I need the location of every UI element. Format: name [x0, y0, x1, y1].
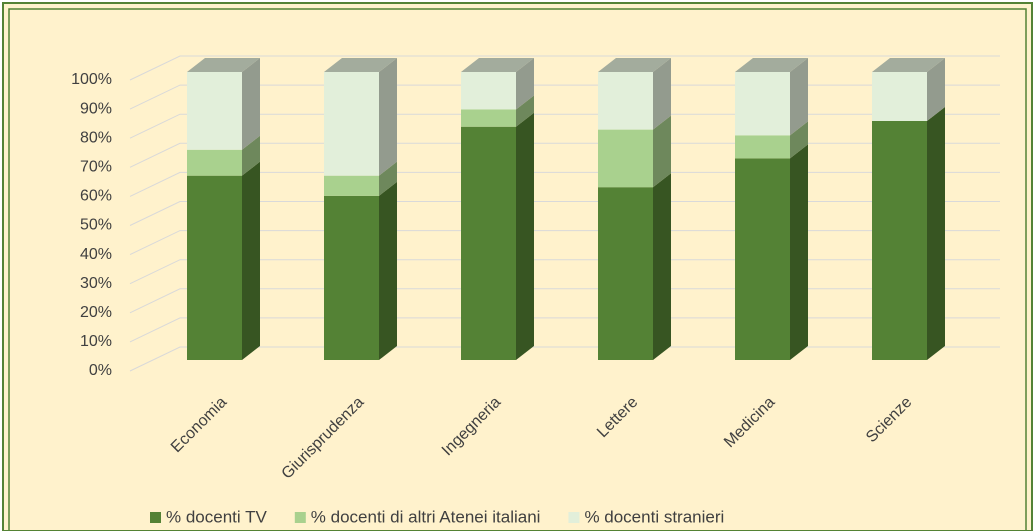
legend-label: % docenti stranieri — [584, 507, 724, 526]
y-tick-label: 10% — [80, 333, 112, 350]
bar-top — [872, 58, 945, 72]
bar-segment — [187, 149, 242, 176]
grid-line — [129, 55, 1000, 81]
bar-segment — [735, 135, 790, 159]
bar-segment — [735, 72, 790, 136]
grid-line — [129, 201, 1000, 226]
grid-line — [129, 317, 1000, 343]
bar-segment — [324, 175, 379, 196]
bar-top — [187, 58, 260, 72]
y-tick-label: 50% — [80, 217, 112, 234]
legend-swatch — [568, 512, 580, 523]
y-tick-label: 20% — [80, 304, 112, 321]
grid-line — [129, 142, 1000, 168]
y-tick-label: 80% — [80, 129, 112, 146]
bar-segment-side — [242, 58, 260, 150]
bar-top — [598, 58, 671, 72]
bar-segment-side — [242, 161, 260, 360]
bar-segment-side — [379, 161, 397, 196]
bar-segment-side — [516, 95, 534, 127]
bar-segment-side — [379, 58, 397, 176]
bar-segment-side — [927, 58, 945, 121]
y-tick-label: 70% — [80, 159, 112, 176]
bar-segment-side — [516, 58, 534, 110]
legend-swatch — [294, 512, 306, 523]
bar-top — [461, 58, 534, 72]
bar-segment — [872, 120, 927, 361]
bar-top — [735, 58, 808, 72]
legend-label: % docenti TV — [166, 507, 267, 526]
y-tick-label: 100% — [71, 71, 112, 88]
grid-line — [129, 171, 1000, 197]
bar-segment-side — [242, 135, 260, 176]
legend-label: % docenti di altri Atenei italiani — [311, 507, 541, 526]
grid-line — [129, 346, 1000, 372]
bar-segment — [735, 158, 790, 360]
bar-segment-side — [379, 181, 397, 360]
y-tick-label: 90% — [80, 100, 112, 117]
bar-segment — [187, 175, 242, 360]
bar-segment — [598, 72, 653, 130]
legend-swatch — [150, 512, 161, 523]
y-tick-label: 40% — [80, 246, 112, 263]
bar-top — [324, 58, 397, 72]
grid-line — [129, 288, 1000, 314]
bar-segment — [324, 72, 379, 176]
bar-segment-side — [653, 58, 671, 130]
bar-segment — [187, 72, 242, 150]
bar-segment-side — [790, 121, 808, 159]
bar-segment — [461, 109, 516, 127]
grid-line — [129, 113, 1000, 139]
grid-line — [129, 230, 1000, 256]
bar-segment-side — [653, 173, 671, 360]
bar-segment — [324, 195, 379, 360]
bar-segment-side — [653, 115, 671, 188]
bar-segment — [598, 187, 653, 360]
bar-segment-side — [927, 106, 945, 361]
bar-segment-side — [790, 58, 808, 136]
bar-segment-side — [790, 144, 808, 360]
bar-segment — [872, 72, 927, 121]
grid-line — [129, 84, 1000, 110]
y-tick-label: 0% — [89, 362, 112, 379]
y-tick-label: 30% — [80, 275, 112, 292]
grid-line — [129, 259, 1000, 285]
bar-segment — [598, 129, 653, 188]
bar-segment-side — [516, 112, 534, 360]
bar-segment — [461, 126, 516, 360]
bar-segment — [461, 72, 516, 110]
chart-inner-frame — [8, 8, 1027, 531]
y-tick-label: 60% — [80, 188, 112, 205]
